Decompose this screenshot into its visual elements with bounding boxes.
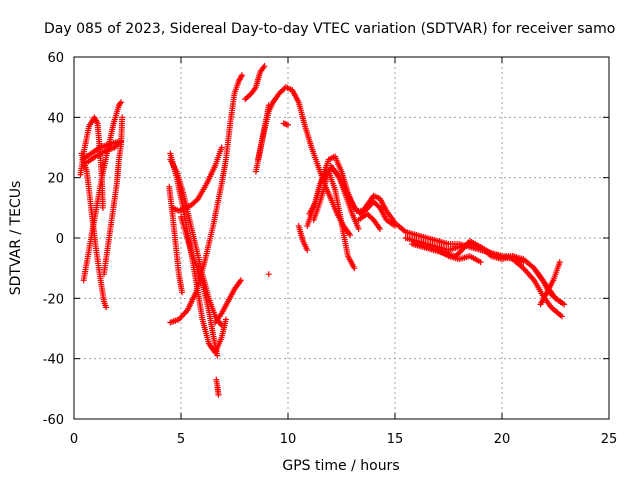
- y-tick-label: 20: [47, 172, 64, 187]
- chart-title: Day 085 of 2023, Sidereal Day-to-day VTE…: [44, 21, 615, 37]
- y-tick-label: -60: [43, 413, 64, 428]
- data-point: [558, 313, 565, 320]
- data-point: [118, 99, 125, 106]
- y-tick-label: -40: [43, 353, 64, 368]
- grid: [74, 57, 609, 419]
- y-tick-label: 0: [56, 232, 64, 247]
- data-point: [392, 222, 398, 229]
- data-points: [77, 63, 568, 398]
- data-point: [179, 289, 186, 296]
- data-point: [119, 114, 126, 121]
- x-tick-label: 20: [494, 432, 511, 447]
- data-point: [214, 352, 221, 359]
- data-point: [561, 301, 568, 308]
- x-axis-label: GPS time / hours: [282, 458, 399, 474]
- data-point: [238, 72, 245, 79]
- data-point: [351, 265, 358, 272]
- data-point: [103, 304, 110, 311]
- data-point: [193, 196, 200, 203]
- data-point: [347, 231, 354, 238]
- x-tick-label: 25: [601, 432, 618, 447]
- x-tick-label: 0: [70, 432, 78, 447]
- data-point: [222, 316, 229, 323]
- y-tick-label: 40: [47, 111, 64, 126]
- data-point: [477, 259, 484, 266]
- x-axis: 0 5 10 15 20 25: [70, 57, 617, 447]
- data-point: [265, 102, 272, 109]
- y-axis: -60 -40 -20 0 20 40 60: [43, 51, 609, 428]
- x-tick-label: 15: [387, 432, 404, 447]
- data-point: [355, 225, 362, 232]
- y-tick-label: -20: [43, 292, 64, 307]
- data-point: [237, 277, 244, 284]
- x-tick-label: 5: [177, 432, 185, 447]
- data-point: [304, 247, 311, 254]
- data-point: [99, 204, 106, 211]
- data-point: [115, 138, 122, 145]
- data-point: [285, 121, 291, 128]
- data-point: [218, 144, 225, 151]
- data-point: [261, 63, 268, 70]
- data-point: [377, 225, 384, 232]
- y-tick-label: 60: [47, 51, 64, 66]
- data-point: [215, 391, 222, 398]
- x-tick-label: 10: [280, 432, 297, 447]
- data-point: [265, 271, 272, 278]
- data-point: [556, 259, 563, 266]
- data-point: [520, 259, 527, 266]
- y-axis-label: SDTVAR / TECUs: [8, 181, 24, 296]
